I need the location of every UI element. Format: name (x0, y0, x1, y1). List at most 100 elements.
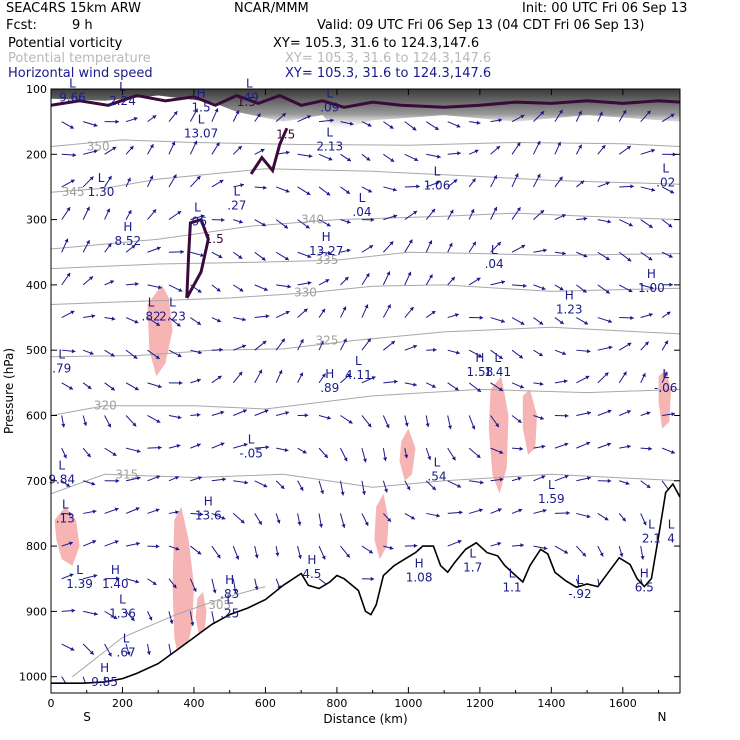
x-tick-label-200: 200 (112, 697, 133, 710)
wind-arrowhead-86 (670, 189, 675, 194)
extremum-type-36: H (307, 553, 316, 567)
x-tick-label-400: 400 (183, 697, 204, 710)
wind-arrowhead-240 (238, 371, 243, 376)
extremum-value-34: 1.39 (66, 577, 93, 591)
pink-region-center-1 (374, 493, 389, 560)
wind-arrowhead-190 (409, 306, 414, 311)
wind-arrowhead-20 (498, 118, 503, 123)
extremum-type-5: L (198, 112, 205, 126)
wind-arrowhead-113 (628, 222, 633, 227)
wind-arrowhead-333 (361, 491, 366, 495)
wind-arrowhead-367 (478, 508, 483, 513)
theta-contour-315-7 (51, 473, 680, 495)
wind-arrowhead-264 (132, 422, 137, 427)
wind-arrowhead-323 (156, 475, 161, 480)
extremum-value-31: 1.59 (538, 492, 565, 506)
extremum-value-26: -.05 (239, 446, 262, 460)
wind-arrowhead-22 (540, 111, 545, 116)
extremum-value-10: .04 (352, 205, 371, 219)
wind-arrowhead-48 (474, 149, 479, 154)
extremum-value-4: .09 (320, 100, 339, 114)
wind-arrowhead-127 (307, 254, 312, 259)
wind-arrowhead-163 (451, 276, 455, 281)
wind-arrowhead-188 (364, 304, 369, 309)
wind-arrowhead-421 (130, 616, 135, 621)
wind-arrowhead-407 (172, 584, 177, 589)
wind-arrowhead-199 (608, 319, 612, 324)
theta-label-330: 330 (294, 286, 317, 300)
extremum-value-40: .83 (220, 587, 239, 601)
wind-arrowhead-148 (135, 281, 139, 287)
wind-arrowhead-261 (61, 423, 66, 428)
wind-arrowhead-158 (344, 276, 349, 281)
wind-arrowhead-129 (346, 248, 351, 253)
wind-arrowhead-24 (578, 110, 582, 115)
wind-arrowhead-208 (177, 353, 182, 357)
terrain-line (51, 482, 680, 684)
wind-arrowhead-337 (457, 483, 462, 488)
wind-arrowhead-119 (131, 245, 136, 249)
wind-arrowhead-21 (520, 114, 525, 119)
wind-arrowhead-156 (307, 281, 312, 286)
wind-arrowhead-244 (321, 373, 326, 378)
wind-arrowhead-85 (651, 187, 656, 192)
wind-arrowhead-98 (305, 224, 310, 229)
wind-arrowhead-164 (476, 277, 481, 282)
wind-arrowhead-30 (93, 149, 98, 154)
wind-arrowhead-326 (222, 477, 226, 482)
extremum-type-19: H (565, 289, 574, 303)
wind-arrowhead-146 (89, 276, 93, 281)
wind-arrowhead-130 (369, 245, 374, 249)
wind-arrowhead-375 (642, 521, 647, 526)
wind-arrowhead-77 (471, 178, 476, 183)
wind-arrowhead-46 (436, 154, 441, 159)
wind-arrowhead-100 (346, 219, 351, 224)
wind-arrowhead-316 (627, 444, 631, 449)
wind-arrowhead-311 (519, 446, 524, 451)
wind-arrowhead-271 (285, 411, 290, 416)
y-axis-title: Pressure (hPa) (2, 348, 16, 434)
wind-arrowhead-43 (366, 156, 371, 161)
wind-arrowhead-363 (387, 517, 391, 522)
wind-arrowhead-210 (219, 347, 223, 352)
wind-arrowhead-219 (413, 344, 418, 349)
wind-arrowhead-305 (383, 457, 388, 462)
wind-arrowhead-3 (133, 117, 138, 121)
wind-arrowhead-353 (175, 510, 179, 515)
x-end-label-right: N (658, 710, 667, 724)
extremum-type-27: L (58, 459, 65, 473)
wind-arrowhead-288 (646, 411, 651, 416)
wind-arrowhead-356 (240, 519, 245, 524)
wind-arrowhead-50 (516, 142, 521, 147)
wind-arrowhead-39 (285, 150, 290, 155)
x-tick-label-800: 800 (326, 697, 347, 710)
wind-arrowhead-216 (343, 338, 347, 343)
y-tick-label-400: 400 (26, 279, 47, 292)
extremum-type-37: H (415, 556, 424, 570)
wind-arrowhead-360 (318, 523, 323, 528)
wind-arrowhead-223 (498, 355, 503, 359)
pink-region-mid-left (54, 506, 80, 566)
wind-arrowhead-114 (648, 224, 653, 228)
extremum-type-8: L (233, 184, 240, 198)
wind-arrowhead-76 (453, 179, 458, 184)
wind-arrowhead-142 (627, 257, 632, 262)
wind-arrowhead-278 (425, 423, 430, 427)
wind-arrowhead-117 (86, 240, 90, 245)
wind-arrowhead-175 (91, 314, 96, 319)
extremum-type-9: L (434, 165, 441, 179)
wind-arrowhead-341 (541, 475, 546, 480)
wind-arrowhead-266 (177, 415, 182, 420)
wind-arrowhead-74 (416, 184, 420, 189)
wind-arrowhead-70 (326, 191, 331, 196)
wind-arrowhead-310 (499, 450, 504, 454)
extremum-value-38: 1.7 (463, 561, 482, 575)
field-theta-name: Potential temperature (8, 51, 151, 66)
pv-label-1: 1.5 (205, 232, 224, 246)
wind-arrowhead-186 (321, 308, 326, 313)
wind-arrowhead-426 (70, 646, 75, 651)
field-pv-xy: XY= 105.3, 31.6 to 124.3,147.6 (273, 36, 480, 51)
extremum-value-13: 8.52 (114, 234, 141, 248)
theta-contour-350-0 (51, 139, 680, 147)
wind-arrowhead-256 (585, 375, 590, 380)
